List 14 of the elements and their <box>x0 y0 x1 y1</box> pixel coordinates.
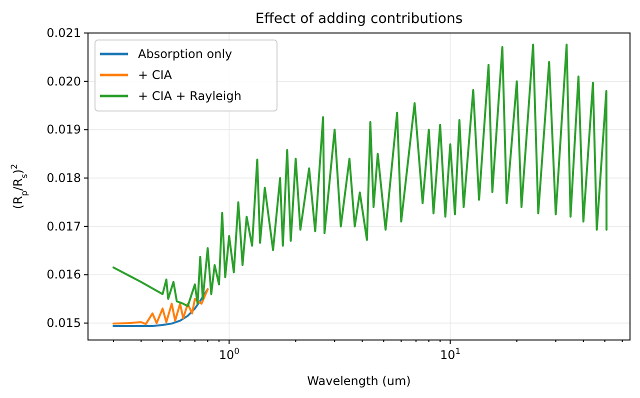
legend-label: Absorption only <box>138 47 232 61</box>
y-tick-label: 0.018 <box>46 171 81 186</box>
y-tick-label: 0.021 <box>46 26 81 40</box>
y-tick-label: 0.017 <box>46 219 81 234</box>
x-tick-label: 10$^{0}$ <box>218 346 240 362</box>
x-tick-label: 10$^{1}$ <box>440 346 461 362</box>
y-tick-label: 0.020 <box>46 74 81 88</box>
x-axis-title: Wavelength (um) <box>307 374 411 388</box>
y-tick-label: 0.016 <box>46 268 81 282</box>
legend-label: + CIA <box>138 68 173 82</box>
y-tick-label: 0.015 <box>46 316 81 330</box>
legend-label: + CIA + Rayleigh <box>138 89 242 103</box>
chart-title: Effect of adding contributions <box>255 11 463 27</box>
y-tick-label: 0.019 <box>46 122 81 137</box>
